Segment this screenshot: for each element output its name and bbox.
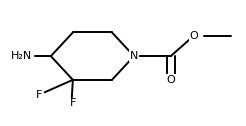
Text: N: N xyxy=(130,51,138,61)
Text: F: F xyxy=(35,90,42,100)
Text: O: O xyxy=(190,31,198,41)
Text: O: O xyxy=(166,75,175,85)
Text: F: F xyxy=(70,99,76,108)
Text: H₂N: H₂N xyxy=(11,51,32,61)
